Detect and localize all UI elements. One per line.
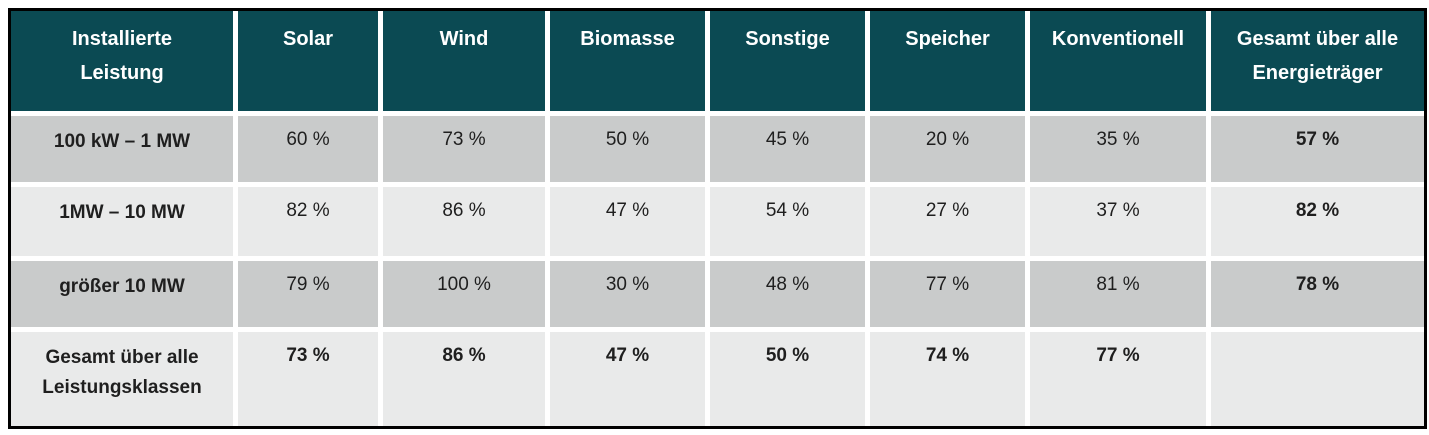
- header-label: Sonstige: [745, 28, 830, 50]
- data-cell: 30 %: [550, 261, 705, 327]
- row-label-text: 1MW – 10 MW: [59, 202, 185, 223]
- header-cell-speicher: Speicher: [870, 11, 1025, 111]
- data-cell-total: 73 %: [238, 332, 378, 426]
- table-grid: Installierte Leistung Solar Wind Biomass…: [11, 11, 1424, 426]
- data-cell: 20 %: [870, 116, 1025, 182]
- header-cell-gesamt: Gesamt über alle Energieträger: [1211, 11, 1424, 111]
- header-label: Wind: [439, 28, 489, 50]
- header-label: Biomasse: [580, 28, 675, 50]
- data-cell-total: 78 %: [1211, 261, 1424, 327]
- row-label-text: größer 10 MW: [59, 276, 185, 297]
- header-cell-solar: Solar: [238, 11, 378, 111]
- data-cell-total: 57 %: [1211, 116, 1424, 182]
- data-cell: 86 %: [383, 187, 545, 256]
- data-cell-total: 82 %: [1211, 187, 1424, 256]
- data-cell: 77 %: [870, 261, 1025, 327]
- row-label: 1MW – 10 MW: [11, 187, 233, 256]
- row-label-total: Gesamt über alle Leistungsklassen: [11, 332, 233, 426]
- data-cell: 60 %: [238, 116, 378, 182]
- data-cell-total: 86 %: [383, 332, 545, 426]
- data-cell: 27 %: [870, 187, 1025, 256]
- row-label-text: 100 kW – 1 MW: [53, 131, 191, 152]
- header-cell-wind: Wind: [383, 11, 545, 111]
- data-cell: 50 %: [550, 116, 705, 182]
- data-cell: 37 %: [1030, 187, 1206, 256]
- header-label: Installierte Leistung: [71, 28, 173, 84]
- data-cell: 45 %: [710, 116, 865, 182]
- data-cell: 81 %: [1030, 261, 1206, 327]
- header-cell-installierte-leistung: Installierte Leistung: [11, 11, 233, 111]
- header-cell-biomasse: Biomasse: [550, 11, 705, 111]
- header-cell-sonstige: Sonstige: [710, 11, 865, 111]
- header-cell-konventionell: Konventionell: [1030, 11, 1206, 111]
- header-label: Solar: [282, 28, 334, 50]
- data-cell-total: 74 %: [870, 332, 1025, 426]
- header-label: Speicher: [905, 28, 990, 50]
- data-cell: 73 %: [383, 116, 545, 182]
- data-cell-total: 50 %: [710, 332, 865, 426]
- data-cell: 82 %: [238, 187, 378, 256]
- header-label: Konventionell: [1051, 28, 1185, 50]
- data-cell: 100 %: [383, 261, 545, 327]
- header-label: Gesamt über alle Energieträger: [1236, 28, 1399, 84]
- capacity-table: Installierte Leistung Solar Wind Biomass…: [8, 8, 1427, 429]
- data-cell: 79 %: [238, 261, 378, 327]
- data-cell-empty: [1211, 332, 1424, 426]
- data-cell: 47 %: [550, 187, 705, 256]
- row-label-text: Gesamt über alle Leistungsklassen: [42, 347, 202, 398]
- data-cell-total: 47 %: [550, 332, 705, 426]
- data-cell: 54 %: [710, 187, 865, 256]
- row-label: 100 kW – 1 MW: [11, 116, 233, 182]
- data-cell-total: 77 %: [1030, 332, 1206, 426]
- row-label: größer 10 MW: [11, 261, 233, 327]
- data-cell: 48 %: [710, 261, 865, 327]
- data-cell: 35 %: [1030, 116, 1206, 182]
